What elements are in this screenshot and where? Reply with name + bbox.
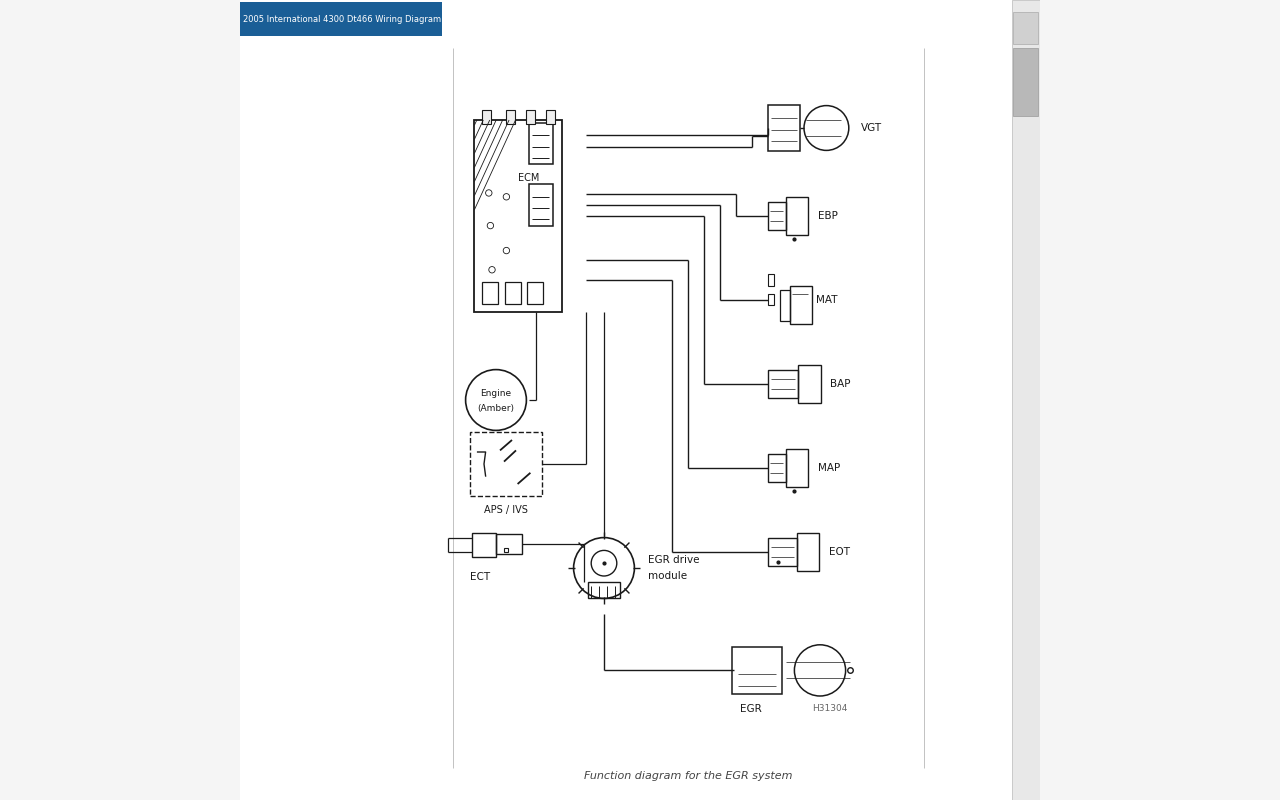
Text: ECM: ECM (518, 173, 540, 182)
Bar (1012, 48, 1038, 116)
Bar (526, 110, 535, 124)
Text: APS / IVS: APS / IVS (484, 506, 527, 515)
Text: EOT: EOT (829, 547, 850, 557)
Bar (588, 582, 620, 598)
Bar (497, 534, 522, 554)
Bar (790, 286, 812, 324)
Bar (241, 2, 442, 36)
Bar (506, 110, 515, 124)
Bar (481, 110, 492, 124)
Bar (527, 282, 543, 304)
Text: Engine: Engine (480, 389, 512, 398)
Text: EGR: EGR (740, 704, 762, 714)
Bar (768, 294, 774, 305)
Text: Function diagram for the EGR system: Function diagram for the EGR system (584, 771, 792, 781)
Bar (780, 290, 790, 321)
Bar (504, 282, 521, 304)
Bar (470, 432, 541, 496)
Text: H31304: H31304 (812, 704, 847, 713)
Bar (768, 202, 786, 230)
Bar (786, 197, 808, 235)
Bar (768, 454, 786, 482)
Bar (786, 449, 808, 487)
Bar (732, 647, 782, 694)
Bar (529, 122, 553, 164)
Bar (529, 184, 553, 226)
Text: EGR drive: EGR drive (648, 555, 699, 565)
Text: MAP: MAP (818, 463, 840, 473)
Text: module: module (648, 571, 687, 581)
Bar (1012, 12, 1038, 44)
Text: (Amber): (Amber) (477, 403, 515, 413)
Bar (768, 274, 774, 286)
Bar (768, 105, 800, 151)
Text: EBP: EBP (818, 211, 837, 221)
Bar (799, 365, 820, 403)
Text: 2005 International 4300 Dt466 Wiring Diagram: 2005 International 4300 Dt466 Wiring Dia… (243, 14, 442, 24)
Bar (472, 533, 497, 557)
Bar (768, 538, 796, 566)
Bar (483, 282, 498, 304)
Bar (768, 370, 799, 398)
Text: ECT: ECT (470, 572, 490, 582)
Bar (796, 533, 819, 571)
Text: MAT: MAT (817, 295, 837, 305)
Bar (545, 110, 556, 124)
Bar (1012, 0, 1039, 800)
Text: VGT: VGT (861, 123, 882, 133)
Text: BAP: BAP (831, 379, 851, 389)
Bar (475, 120, 562, 312)
